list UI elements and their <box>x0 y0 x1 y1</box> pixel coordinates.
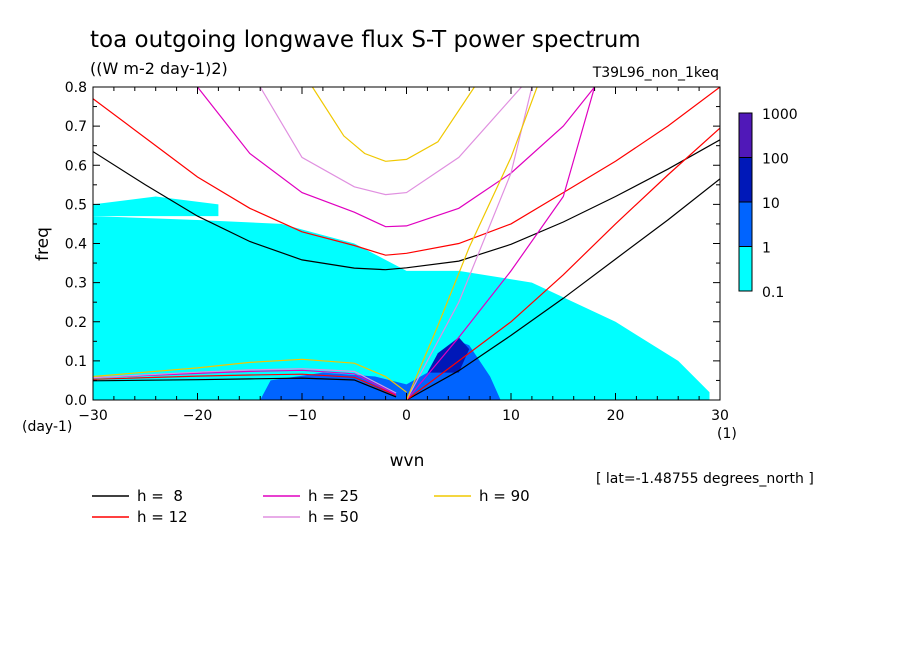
curve-h8-2 <box>406 178 720 400</box>
colorbar-swatch <box>738 201 753 247</box>
x-axis-label: wvn <box>390 451 425 471</box>
curve-h12-2 <box>406 127 720 400</box>
curve-h8-1 <box>93 377 397 398</box>
curve-h12-1 <box>93 373 397 396</box>
y-tick-label: 0.6 <box>65 158 87 174</box>
x-tick-label: −10 <box>287 408 317 424</box>
y-tick-label: 0.5 <box>65 197 87 213</box>
legend-label: h = 12 <box>137 508 188 526</box>
x-tick-label: 10 <box>502 408 520 424</box>
curve-h90-2 <box>405 87 538 400</box>
latitude-label: [ lat=-1.48755 degrees_north ] <box>596 471 814 487</box>
colorbar: 1000 100 10 1 0.1 <box>738 107 798 301</box>
chart-title: toa outgoing longwave flux S-T power spe… <box>90 27 641 53</box>
x-tick-label: −20 <box>183 408 213 424</box>
y-tick-label: 0.8 <box>65 80 87 96</box>
x-tick-label: 0 <box>402 408 411 424</box>
spectrum-region-2 <box>260 341 501 400</box>
y-axis-label: freq <box>33 227 53 261</box>
colorbar-label: 10 <box>762 196 780 212</box>
curve-h25-2 <box>406 87 596 400</box>
axis-ticks: −30 −20 −10 0 10 20 30 0.0 0.1 0.2 0.3 0.4 0.5 0.6 0.7… <box>65 80 729 424</box>
legend-label: h = 8 <box>137 487 183 505</box>
x-unit-label: (1) <box>717 426 737 442</box>
colorbar-label: 1 <box>762 241 771 257</box>
x-tick-label: 30 <box>711 408 729 424</box>
curve-h25-1 <box>93 369 397 396</box>
curve-h90-1 <box>93 358 407 393</box>
spectrum-region-0 <box>93 216 710 400</box>
chart-units: ((W m-2 day-1)2) <box>90 59 228 78</box>
legend-label: h = 90 <box>479 487 530 505</box>
legend: h = 8 h = 12 h = 25 h = 50 h = 90 <box>92 487 530 526</box>
colorbar-swatch <box>738 112 753 158</box>
y-tick-label: 0.0 <box>65 393 87 409</box>
y-unit-label: (day-1) <box>22 419 72 435</box>
colorbar-swatch <box>738 157 753 203</box>
y-tick-label: 0.7 <box>65 119 87 135</box>
curve-h12-0 <box>93 87 720 256</box>
x-tick-label: 20 <box>607 408 625 424</box>
y-tick-label: 0.3 <box>65 276 87 292</box>
spectrum-region-3 <box>427 337 470 373</box>
y-tick-label: 0.2 <box>65 315 87 331</box>
colorbar-swatch <box>738 246 753 292</box>
legend-label: h = 25 <box>308 487 359 505</box>
spectrum-region-1 <box>93 196 219 217</box>
heatmap-regions <box>93 196 710 400</box>
x-tick-label: −30 <box>78 408 108 424</box>
colorbar-label: 0.1 <box>762 285 784 301</box>
colorbar-label: 100 <box>762 152 789 168</box>
curve-h90-0 <box>311 87 475 162</box>
legend-label: h = 50 <box>308 508 359 526</box>
curve-h50-1 <box>93 368 397 394</box>
y-tick-label: 0.1 <box>65 354 87 370</box>
curve-h8-0 <box>93 139 720 271</box>
curve-h25-0 <box>197 87 596 228</box>
dispersion-curves <box>93 87 720 400</box>
curve-h50-0 <box>259 87 522 196</box>
colorbar-label: 1000 <box>762 107 798 123</box>
y-tick-label: 0.4 <box>65 237 87 253</box>
run-label: T39L96_non_1keq <box>592 65 719 81</box>
